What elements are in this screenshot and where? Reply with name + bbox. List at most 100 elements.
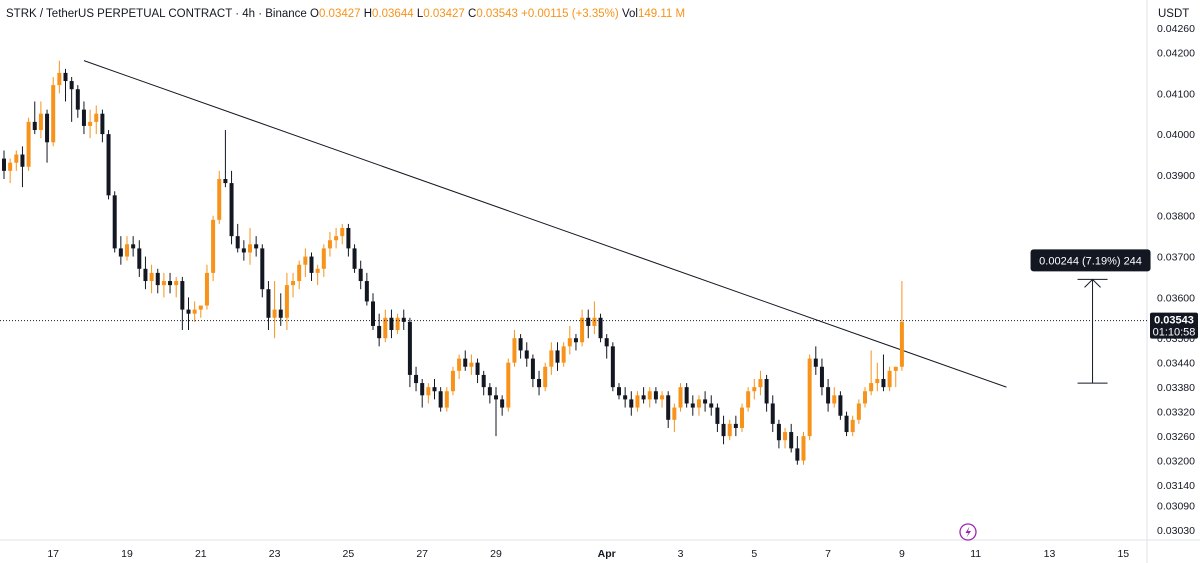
candle <box>106 130 111 200</box>
candle-body <box>703 399 708 404</box>
x-tick-label: 25 <box>343 548 355 560</box>
low-value: 0.03427 <box>423 8 465 20</box>
candle-body <box>229 183 234 237</box>
price-badge-box <box>1150 312 1198 339</box>
candle <box>401 309 406 331</box>
candle <box>334 227 339 249</box>
candle <box>223 130 228 188</box>
candle <box>475 358 480 384</box>
candle <box>2 150 6 180</box>
candle-body <box>81 109 86 126</box>
candle <box>623 387 628 408</box>
candle <box>272 281 277 339</box>
x-tick-label: Apr <box>598 548 616 560</box>
candle-body <box>875 378 880 384</box>
candle-body <box>617 387 621 396</box>
candle <box>389 309 394 339</box>
candle-body <box>198 305 203 310</box>
candle-body <box>38 113 43 131</box>
candle-body <box>315 268 320 273</box>
candle <box>893 366 898 388</box>
candle-body <box>604 338 609 347</box>
candle-body <box>641 395 646 400</box>
candle-body <box>106 134 111 196</box>
candle-body <box>832 395 837 404</box>
candle <box>371 293 375 331</box>
symbol-title[interactable]: STRK / TetherUS PERPETUAL CONTRACT · 4h … <box>6 8 307 20</box>
y-tick-label: 0.04200 <box>1157 47 1195 59</box>
x-tick-label: 3 <box>678 548 684 560</box>
y-tick-label: 0.04260 <box>1157 23 1195 35</box>
candle-body <box>826 387 831 404</box>
candle <box>592 301 597 335</box>
y-tick-label: 0.04000 <box>1157 129 1195 141</box>
candle <box>297 260 302 290</box>
candle <box>383 309 388 343</box>
candle-body <box>899 321 904 367</box>
candle-body <box>555 350 560 363</box>
candle-body <box>807 358 812 437</box>
candle-body <box>284 285 289 318</box>
candle <box>684 383 689 408</box>
candle <box>481 370 486 396</box>
candle <box>414 366 419 392</box>
candle-body <box>155 272 160 286</box>
price-badge-price: 0.03543 <box>1154 315 1194 327</box>
candle <box>770 395 775 433</box>
y-tick-label: 0.03900 <box>1157 170 1195 182</box>
open-label: O <box>310 8 319 20</box>
candle-body <box>746 391 751 408</box>
x-tick-label: 19 <box>121 548 133 560</box>
candle <box>137 240 142 277</box>
candle-body <box>371 301 375 326</box>
low-label: L <box>416 8 424 20</box>
candle <box>844 411 849 437</box>
candle-body <box>377 325 382 339</box>
candle-body <box>297 264 302 282</box>
y-tick-label: 0.03260 <box>1157 431 1195 443</box>
close-label: C <box>468 8 477 20</box>
candle <box>426 383 431 404</box>
candle <box>703 391 708 412</box>
candle-body <box>635 395 640 408</box>
candle-body <box>149 272 154 282</box>
candle-body <box>180 281 185 310</box>
candle <box>494 387 498 437</box>
candle <box>610 342 615 392</box>
candle <box>131 236 136 257</box>
candle-body <box>672 407 677 420</box>
candle <box>604 334 609 359</box>
candle <box>235 223 240 253</box>
candle <box>524 342 529 367</box>
candle-body <box>629 399 634 408</box>
candle <box>75 85 80 118</box>
candle-body <box>727 423 732 437</box>
candle <box>168 272 173 294</box>
candle-body <box>45 113 50 143</box>
candle <box>438 387 443 412</box>
candle <box>198 305 203 318</box>
candle <box>869 350 874 396</box>
candle-body <box>395 317 400 331</box>
currency-label[interactable]: USDT <box>1158 8 1190 20</box>
lightning-icon <box>959 523 977 541</box>
candle <box>309 252 314 282</box>
x-tick-label: 7 <box>825 548 831 560</box>
candle-body <box>254 244 259 249</box>
candle <box>407 317 412 388</box>
candle-body <box>543 366 548 388</box>
candle-body <box>690 403 695 408</box>
close-value: 0.03543 <box>476 8 518 20</box>
candle <box>709 395 714 416</box>
x-tick-label: 5 <box>751 548 757 560</box>
candle-body <box>518 338 523 351</box>
candle-body <box>407 321 412 375</box>
candle <box>88 109 93 139</box>
candle-body <box>186 309 191 314</box>
candle-body <box>789 432 794 449</box>
candle-body <box>432 387 437 392</box>
candle-body <box>143 268 148 282</box>
candle <box>118 236 123 265</box>
candles-layer <box>2 60 904 465</box>
